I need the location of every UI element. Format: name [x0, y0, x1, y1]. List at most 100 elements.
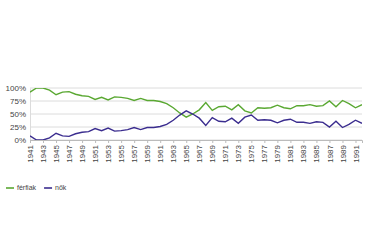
x-tick-mark [121, 140, 122, 143]
x-tick-mark [173, 140, 174, 143]
x-tick: 1959 [143, 140, 152, 163]
x-tick-mark [160, 140, 161, 143]
x-tick: 1963 [169, 140, 178, 163]
x-tick: 1975 [247, 140, 256, 163]
grid-line [30, 127, 362, 128]
x-tick-mark [355, 140, 356, 143]
x-tick-label: 1955 [117, 144, 126, 162]
x-tick-label: 1973 [234, 144, 243, 162]
x-tick-mark [69, 140, 70, 143]
x-axis: 1941 1943 1945 1947 1949 1951 1953 1955 1957 1959… [26, 140, 362, 163]
x-tick-mark [316, 140, 317, 143]
x-tick: 1969 [208, 140, 217, 163]
grid-line [30, 101, 362, 102]
y-tick-label: 0% [14, 136, 26, 145]
x-tick: 1953 [104, 140, 113, 163]
x-tick-label: 1965 [182, 144, 191, 162]
x-tick-mark [108, 140, 109, 143]
x-tick-label: 1949 [78, 144, 87, 162]
series-line [30, 111, 362, 140]
x-tick-label: 1947 [65, 144, 74, 162]
x-tick-mark [212, 140, 213, 143]
x-tick: 1961 [156, 140, 165, 163]
x-tick-label: 1987 [326, 144, 335, 162]
x-tick: 1951 [91, 140, 100, 163]
x-tick-label: 1943 [39, 144, 48, 162]
x-tick: 1973 [234, 140, 243, 163]
legend-item: férfiak [6, 184, 37, 191]
x-tick: 1983 [299, 140, 308, 163]
x-tick-label: 1977 [260, 144, 269, 162]
y-tick-label: 75% [10, 97, 26, 106]
legend-swatch [44, 187, 52, 189]
x-tick-label: 1951 [91, 144, 100, 162]
x-tick-mark [277, 140, 278, 143]
x-tick: 1991 [352, 140, 361, 163]
x-tick-label: 1945 [52, 144, 61, 162]
chart: 0%25%50%75%100%1941194319451947194919511… [0, 0, 370, 248]
legend: férfiak nők [6, 184, 67, 191]
x-tick-label: 1981 [286, 144, 295, 162]
grid-line [30, 114, 362, 115]
x-tick: 1943 [39, 140, 48, 163]
y-axis-line [30, 89, 31, 141]
x-tick-mark [238, 140, 239, 143]
x-tick: 1941 [26, 140, 35, 163]
x-tick: 1957 [130, 140, 139, 163]
x-tick-label: 1989 [339, 144, 348, 162]
y-axis: 0% 25% 50% 75% 100% [6, 84, 31, 145]
plot-area [30, 88, 362, 140]
y-tick-label: 100% [6, 84, 26, 93]
x-tick: 1985 [312, 140, 321, 163]
x-tick-label: 1975 [247, 144, 256, 162]
x-tick: 1981 [286, 140, 295, 163]
x-tick-mark [186, 140, 187, 143]
series-line [30, 88, 362, 117]
x-tick: 1945 [52, 140, 61, 163]
x-tick-label: 1969 [208, 144, 217, 162]
x-tick-mark [290, 140, 291, 143]
x-tick-mark [342, 140, 343, 143]
x-tick-mark [56, 140, 57, 143]
x-tick-label: 1961 [156, 144, 165, 162]
grid-line [30, 88, 362, 89]
x-tick-label: 1971 [221, 144, 230, 162]
x-tick-mark [30, 140, 31, 143]
y-tick-label: 25% [10, 123, 26, 132]
x-tick-label: 1983 [299, 144, 308, 162]
x-tick-mark [264, 140, 265, 143]
y-tick-label: 50% [10, 110, 26, 119]
y-tick: 75% [10, 97, 30, 106]
x-tick-mark [43, 140, 44, 143]
x-tick: 1967 [195, 140, 204, 163]
x-tick-label: 1963 [169, 144, 178, 162]
x-tick-mark [95, 140, 96, 143]
x-tick-label: 1957 [130, 144, 139, 162]
x-tick-label: 1991 [352, 144, 361, 162]
x-axis-line [31, 141, 363, 144]
x-tick-label: 1941 [26, 144, 35, 162]
x-tick-label: 1959 [143, 144, 152, 162]
y-tick: 50% [10, 110, 30, 119]
x-tick-mark [225, 140, 226, 143]
x-tick-label: 1985 [312, 144, 321, 162]
x-tick-mark [82, 140, 83, 143]
x-tick-mark [147, 140, 148, 143]
x-tick-label: 1953 [104, 144, 113, 162]
x-tick: 1979 [273, 140, 282, 163]
x-tick: 1971 [221, 140, 230, 163]
x-tick-mark [251, 140, 252, 143]
x-tick: 1989 [339, 140, 348, 163]
y-tick: 100% [6, 84, 30, 93]
legend-swatch [6, 187, 14, 189]
y-tick: 25% [10, 123, 30, 132]
x-tick-mark [329, 140, 330, 143]
x-tick-label: 1979 [273, 144, 282, 162]
x-tick: 1987 [326, 140, 335, 163]
x-tick: 1977 [260, 140, 269, 163]
legend-label: nők [55, 184, 67, 191]
legend-item: nők [44, 184, 67, 191]
x-tick: 1955 [117, 140, 126, 163]
x-tick-mark [134, 140, 135, 143]
x-tick: 1965 [182, 140, 191, 163]
